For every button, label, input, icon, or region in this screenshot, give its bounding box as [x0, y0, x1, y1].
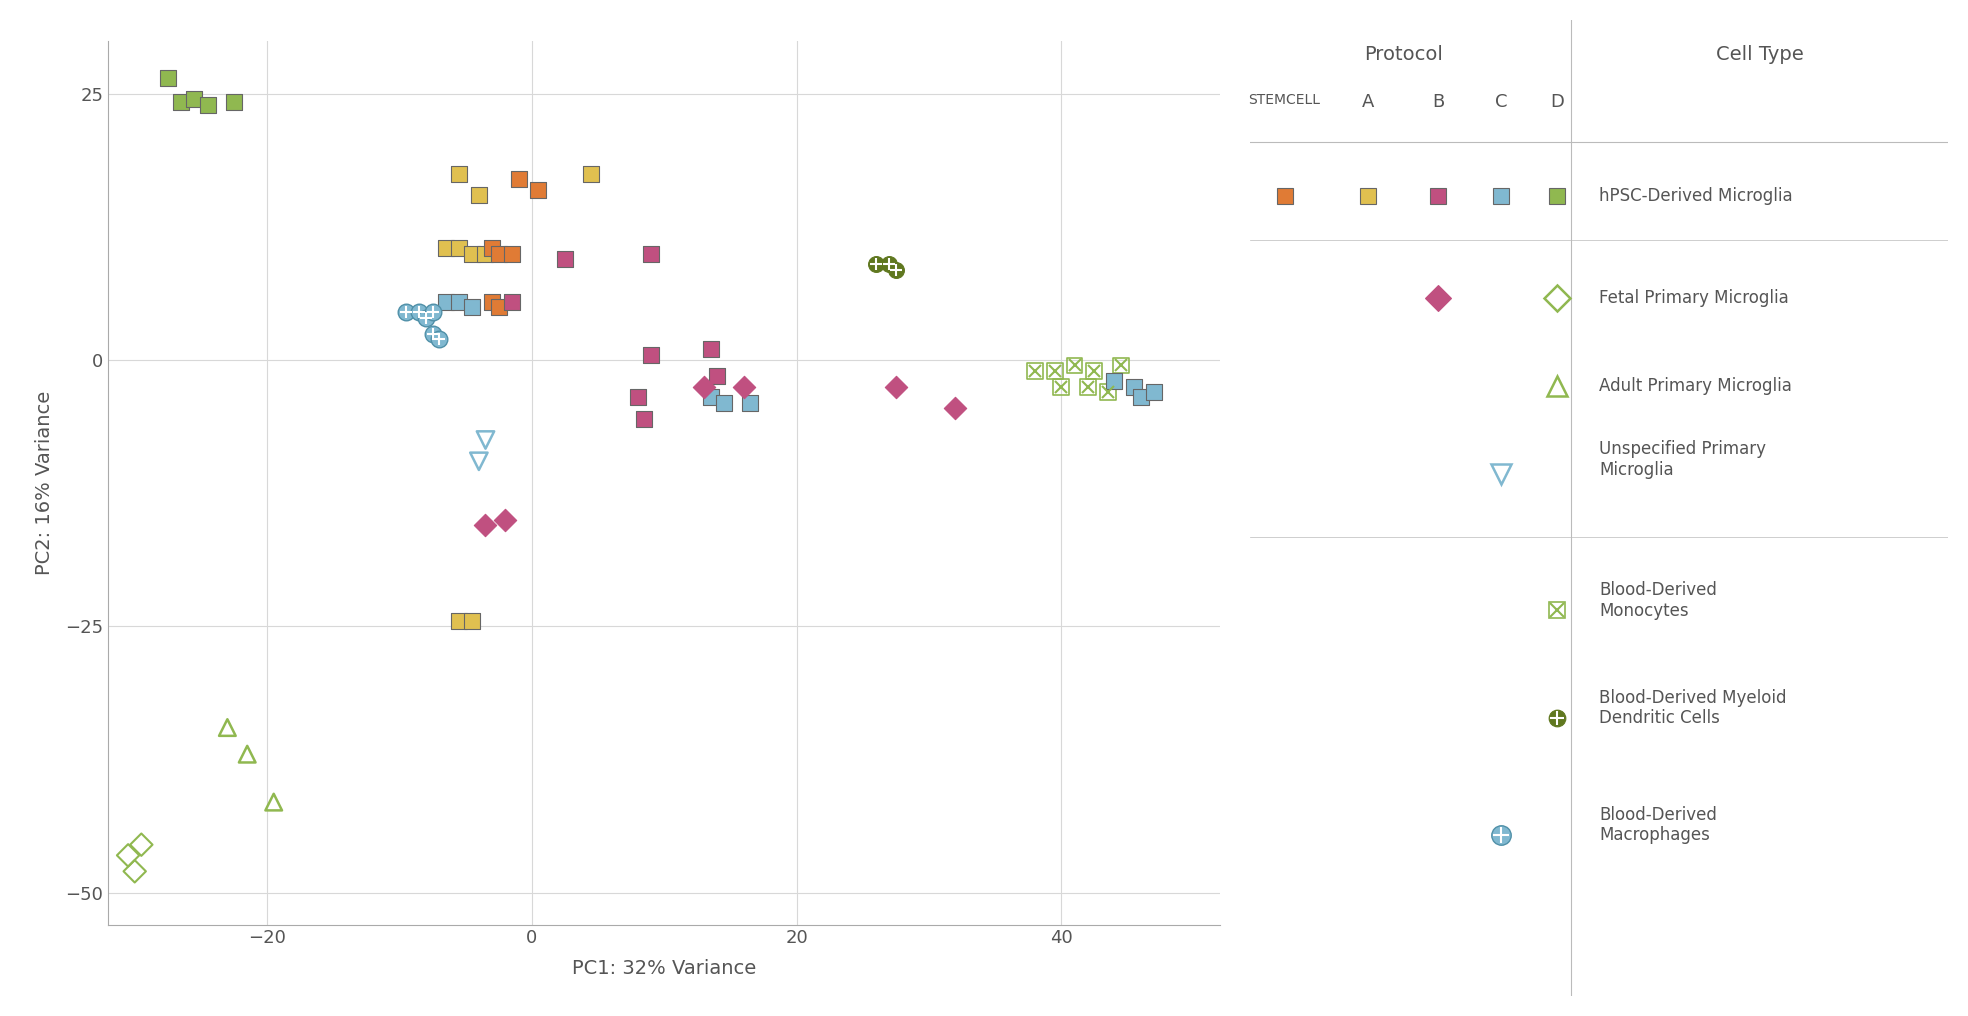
Point	[728, 379, 760, 395]
Point	[1118, 379, 1149, 395]
Point	[457, 246, 488, 262]
Text: Blood-Derived
Macrophages: Blood-Derived Macrophages	[1600, 806, 1716, 844]
Point	[577, 166, 608, 182]
Y-axis label: PC2: 16% Variance: PC2: 16% Variance	[35, 390, 55, 575]
Point	[482, 246, 514, 262]
Text: Blood-Derived Myeloid
Dendritic Cells: Blood-Derived Myeloid Dendritic Cells	[1600, 689, 1787, 727]
Point	[443, 240, 474, 256]
Point	[636, 246, 667, 262]
Point	[390, 304, 421, 320]
Point	[860, 256, 892, 272]
Point	[880, 379, 911, 395]
Point	[152, 70, 183, 86]
Point	[409, 310, 441, 326]
Point	[258, 793, 289, 810]
Point	[476, 240, 508, 256]
Point	[1045, 379, 1076, 395]
Point	[179, 91, 211, 108]
Point	[218, 94, 250, 111]
Point	[701, 368, 732, 384]
Text: Cell Type: Cell Type	[1716, 45, 1803, 64]
Point	[443, 166, 474, 182]
Point	[1059, 358, 1090, 374]
Text: A: A	[1362, 93, 1374, 112]
Point	[431, 240, 462, 256]
Point	[549, 251, 581, 267]
Point	[880, 261, 911, 277]
Point	[874, 256, 905, 272]
Point	[423, 330, 455, 346]
X-axis label: PC1: 32% Variance: PC1: 32% Variance	[573, 958, 756, 977]
Point	[126, 836, 157, 852]
Point	[443, 613, 474, 629]
Point	[476, 294, 508, 310]
Text: Unspecified Primary
Microglia: Unspecified Primary Microglia	[1600, 440, 1765, 479]
Text: hPSC-Derived Microglia: hPSC-Derived Microglia	[1600, 187, 1793, 205]
Point	[1078, 363, 1110, 379]
Point	[165, 94, 197, 111]
Point	[462, 453, 494, 469]
Text: D: D	[1551, 93, 1565, 112]
Point	[695, 389, 726, 405]
Point	[191, 97, 222, 113]
Text: Adult Primary Microglia: Adult Primary Microglia	[1600, 377, 1793, 395]
Point	[1126, 389, 1157, 405]
Point	[628, 410, 659, 427]
Point	[1098, 373, 1130, 389]
Text: C: C	[1496, 93, 1507, 112]
Point	[496, 246, 527, 262]
Point	[1019, 363, 1051, 379]
Point	[112, 847, 144, 864]
Point	[482, 299, 514, 315]
Point	[457, 299, 488, 315]
Point	[939, 400, 970, 417]
Point	[470, 432, 502, 448]
Point	[462, 187, 494, 203]
Point	[1073, 379, 1104, 395]
Point	[1092, 384, 1124, 400]
Text: Protocol: Protocol	[1364, 45, 1443, 64]
Point	[431, 294, 462, 310]
Point	[470, 517, 502, 533]
Point	[504, 171, 535, 187]
Point	[636, 346, 667, 363]
Point	[734, 394, 766, 410]
Point	[695, 341, 726, 358]
Point	[232, 746, 264, 762]
Point	[1138, 384, 1169, 400]
Point	[490, 512, 522, 528]
Text: Blood-Derived
Monocytes: Blood-Derived Monocytes	[1600, 581, 1716, 620]
Point	[417, 304, 449, 320]
Point	[523, 182, 555, 198]
Point	[496, 294, 527, 310]
Point	[417, 325, 449, 341]
Point	[1039, 363, 1071, 379]
Point	[118, 864, 150, 880]
Text: Fetal Primary Microglia: Fetal Primary Microglia	[1600, 290, 1789, 307]
Point	[403, 304, 435, 320]
Point	[622, 389, 653, 405]
Point	[443, 294, 474, 310]
Text: B: B	[1433, 93, 1445, 112]
Text: STEMCELL: STEMCELL	[1248, 93, 1321, 108]
Point	[470, 246, 502, 262]
Point	[213, 719, 244, 736]
Point	[708, 394, 740, 410]
Point	[689, 379, 720, 395]
Point	[1106, 358, 1138, 374]
Point	[457, 613, 488, 629]
